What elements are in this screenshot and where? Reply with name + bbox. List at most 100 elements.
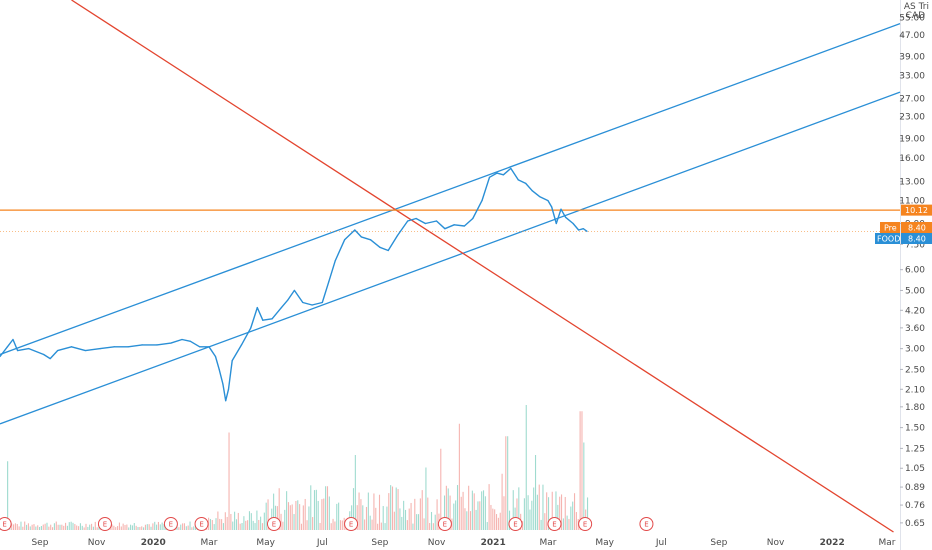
- volume-bar: [44, 523, 46, 530]
- price-point: [565, 216, 567, 218]
- price-point: [170, 342, 172, 344]
- volume-bar: [505, 436, 507, 530]
- pre-tag-prefix: Pre: [884, 224, 897, 233]
- volume-bar: [66, 525, 68, 530]
- volume-bar: [163, 524, 165, 530]
- y-tick-label: 1.05: [905, 464, 925, 474]
- volume-bar: [215, 518, 217, 530]
- volume-bar: [362, 505, 364, 530]
- volume-bar: [568, 518, 570, 530]
- price-point: [328, 281, 330, 283]
- volume-bar: [91, 523, 93, 530]
- x-tick-label: Jul: [655, 538, 667, 548]
- volume-bar: [475, 509, 477, 530]
- down-trendline: [71, 0, 894, 533]
- volume-bar: [564, 496, 566, 530]
- pre-tag-value: 8.40: [908, 224, 926, 233]
- volume-bar: [76, 525, 78, 530]
- volume-bar: [429, 523, 431, 530]
- volume-bar: [390, 485, 392, 530]
- volume-bar: [126, 524, 128, 530]
- volume-bar: [293, 514, 295, 530]
- earnings-marker-circle: [266, 517, 281, 531]
- y-tick-label: 27.00: [899, 94, 925, 104]
- volume-bar: [53, 523, 55, 530]
- price-point: [12, 338, 14, 341]
- volume-bar: [232, 521, 234, 530]
- lines-layer: [0, 0, 901, 533]
- volume-bar: [65, 522, 67, 530]
- y-tick-label: 3.60: [905, 324, 925, 334]
- volume-bar: [284, 509, 286, 530]
- price-point: [407, 220, 409, 222]
- last-tag-prefix: FOOD: [877, 235, 900, 244]
- volume-bar: [144, 524, 146, 530]
- volume-bar: [570, 506, 572, 530]
- volume-bar: [213, 524, 215, 530]
- volume-bar: [156, 524, 158, 530]
- volume-bar: [178, 527, 180, 530]
- price-point: [539, 195, 541, 198]
- volume-bar: [241, 522, 243, 530]
- volume-bar: [224, 512, 226, 530]
- volume-bar: [295, 500, 297, 530]
- y-tick-label: 2.50: [905, 365, 925, 375]
- volume-bar: [258, 519, 260, 530]
- volume-bar: [312, 517, 314, 530]
- volume-bar: [70, 521, 72, 530]
- volume-bar: [453, 503, 455, 530]
- volume-bar: [486, 522, 488, 530]
- price-point: [502, 174, 505, 176]
- volume-bar: [74, 524, 76, 530]
- volume-bar: [427, 497, 429, 530]
- volume-bar: [332, 518, 334, 530]
- volume-bar: [7, 461, 9, 530]
- x-axis[interactable]: Sep Nov 2020 Mar May Jul Sep Nov 2021 Mar May Jul Se…: [31, 538, 895, 548]
- y-tick-label: 1.25: [905, 444, 925, 454]
- volume-bar: [187, 525, 189, 530]
- series-layer: [0, 167, 588, 402]
- volume-bar: [113, 525, 115, 530]
- volume-bar: [380, 522, 382, 530]
- volume-bar: [391, 486, 394, 530]
- volume-bar: [57, 524, 59, 530]
- volume-bar: [330, 523, 332, 530]
- volume-bar: [354, 455, 356, 530]
- volume-bar: [419, 498, 421, 530]
- volume-bar: [328, 496, 330, 530]
- volume-bar: [538, 484, 540, 530]
- earnings-marker-label: E: [199, 521, 203, 529]
- volume-bar: [503, 496, 505, 530]
- volume-bar: [14, 523, 16, 530]
- volume-bar: [230, 514, 232, 530]
- price-point: [551, 206, 553, 208]
- volume-bar: [479, 501, 481, 530]
- y-axis[interactable]: AS Tri CAD 55.00 47.00 39.00 33.00 27.00 23.0…: [899, 2, 929, 529]
- volume-bar: [304, 498, 306, 530]
- earnings-marker-label: E: [272, 521, 276, 529]
- volume-bar: [130, 524, 132, 530]
- volume-bar: [42, 524, 44, 530]
- earnings-marker-circle: [0, 517, 12, 531]
- volume-bar: [89, 524, 91, 530]
- x-tick-label: Nov: [428, 538, 446, 548]
- price-point: [415, 217, 417, 220]
- volume-bar: [226, 516, 228, 530]
- volume-bar: [397, 489, 399, 530]
- volume-bar: [430, 511, 433, 530]
- volume-bar: [143, 527, 145, 530]
- volume-bar: [33, 524, 35, 530]
- volume-bar: [443, 495, 446, 530]
- x-tick-label: Sep: [31, 538, 48, 548]
- volume-bar: [412, 523, 414, 530]
- x-tick-label: Nov: [88, 538, 106, 548]
- volume-bar: [449, 495, 451, 530]
- price-point: [488, 176, 491, 178]
- x-tick-label: 2021: [481, 538, 506, 548]
- volume-bar: [59, 524, 61, 530]
- volume-bar: [466, 511, 468, 530]
- x-tick-label: Sep: [371, 538, 388, 548]
- volume-bar: [79, 523, 81, 530]
- volume-bar: [299, 504, 301, 530]
